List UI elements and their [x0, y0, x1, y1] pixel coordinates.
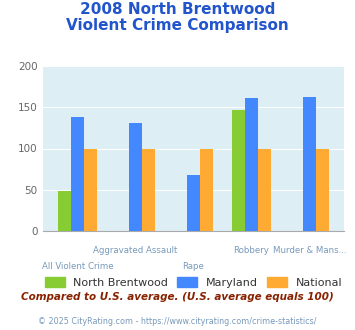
Text: Aggravated Assault: Aggravated Assault: [93, 246, 178, 255]
Text: All Violent Crime: All Violent Crime: [42, 262, 113, 271]
Bar: [58, 191, 71, 231]
Bar: [200, 148, 213, 231]
Bar: [303, 96, 316, 231]
Bar: [84, 148, 97, 231]
Bar: [129, 123, 142, 231]
Bar: [71, 117, 84, 231]
Text: Murder & Mans...: Murder & Mans...: [273, 246, 346, 255]
Legend: North Brentwood, Maryland, National: North Brentwood, Maryland, National: [40, 273, 347, 292]
Bar: [258, 148, 271, 231]
Text: 2008 North Brentwood: 2008 North Brentwood: [80, 2, 275, 16]
Bar: [245, 98, 258, 231]
Text: Robbery: Robbery: [234, 246, 269, 255]
Text: Compared to U.S. average. (U.S. average equals 100): Compared to U.S. average. (U.S. average …: [21, 292, 334, 302]
Bar: [233, 110, 245, 231]
Bar: [187, 175, 200, 231]
Text: © 2025 CityRating.com - https://www.cityrating.com/crime-statistics/: © 2025 CityRating.com - https://www.city…: [38, 317, 317, 326]
Bar: [316, 148, 329, 231]
Text: Rape: Rape: [182, 262, 204, 271]
Bar: [142, 148, 154, 231]
Text: Violent Crime Comparison: Violent Crime Comparison: [66, 18, 289, 33]
